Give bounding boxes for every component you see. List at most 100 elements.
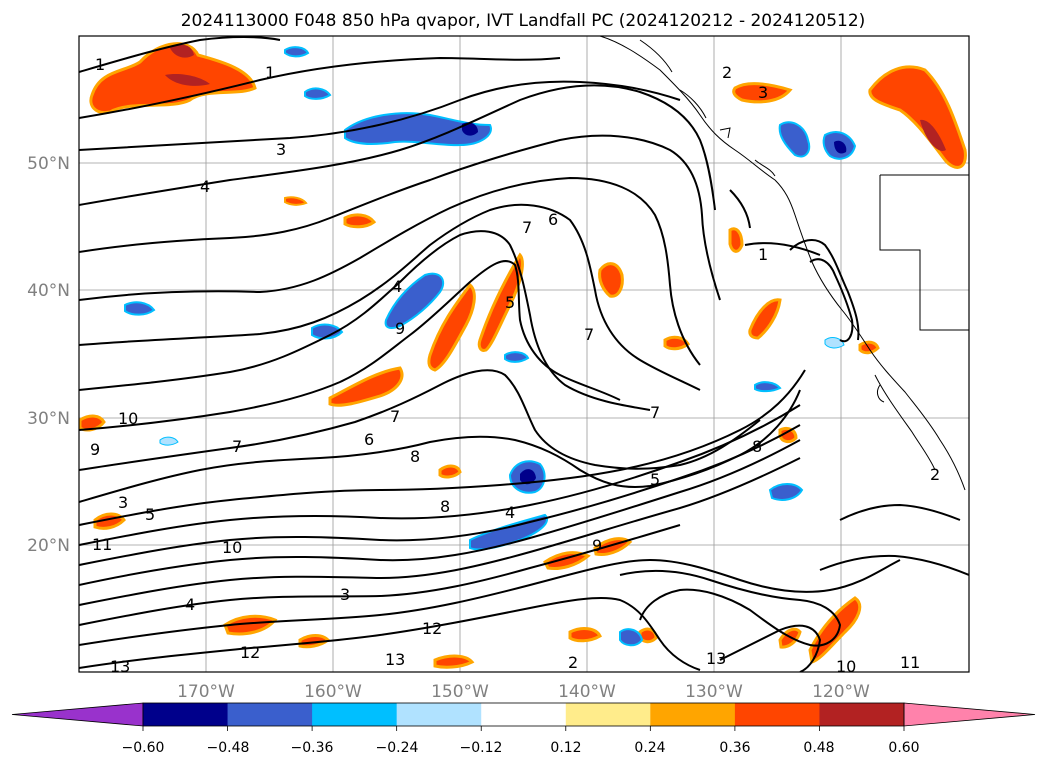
colorbar-segment	[481, 703, 567, 726]
contour-label: 8	[410, 447, 420, 466]
colorbar-label: −0.48	[207, 740, 250, 756]
lon-label: 140°W	[558, 682, 616, 702]
contour-label: 11	[92, 535, 112, 554]
contour-line	[79, 36, 281, 73]
negative-patch	[754, 381, 782, 393]
colorbar-label: 0.36	[719, 740, 750, 756]
contour-label: 7	[390, 407, 400, 426]
contour-line	[809, 258, 854, 343]
contour-line	[79, 369, 761, 471]
lon-label: 160°W	[304, 682, 362, 702]
colorbar-segment	[312, 703, 398, 726]
contour-line	[79, 260, 621, 431]
contour-label: 4	[392, 277, 402, 296]
contour-line	[79, 457, 801, 606]
colorbar-segment	[734, 703, 820, 726]
negative-patch-core	[520, 469, 536, 485]
contour-label: 6	[548, 210, 558, 229]
contour-line	[744, 242, 821, 256]
colorbar-outline	[142, 702, 905, 727]
colorbar: −0.60 −0.48 −0.36 −0.24 −0.12 0.12 0.24 …	[11, 702, 1036, 756]
qvapor-shading	[79, 42, 967, 669]
colorbar-label: −0.12	[460, 740, 503, 756]
colorbar-segment	[227, 703, 313, 726]
baja-peninsula	[874, 374, 936, 471]
colorbar-label: −0.36	[291, 740, 334, 756]
contour-label: 10	[222, 538, 242, 557]
contour-label: 3	[276, 140, 286, 159]
lon-label: 130°W	[685, 682, 743, 702]
contour-label: 4	[200, 177, 210, 196]
negative-patch	[159, 436, 179, 446]
colorbar-segment	[396, 703, 482, 726]
positive-patch	[284, 196, 308, 206]
negative-patch	[311, 323, 344, 340]
negative-patch-core	[834, 140, 847, 154]
coastline-north-america	[599, 36, 966, 491]
contour-label: 13	[706, 649, 726, 668]
negative-patch	[504, 351, 530, 363]
contour-label: 7	[584, 325, 594, 344]
contour-label: 3	[758, 83, 768, 102]
coastline-detail	[639, 39, 776, 177]
contour-label: 13	[110, 657, 130, 676]
negative-patch-core	[462, 122, 478, 136]
contour-lines	[79, 36, 969, 672]
contour-label: 11	[900, 653, 920, 672]
positive-patch-core	[165, 44, 210, 86]
lon-label: 150°W	[431, 682, 489, 702]
positive-patch	[663, 335, 690, 351]
positive-patch-core	[920, 119, 946, 151]
colorbar-labels: −0.60 −0.48 −0.36 −0.24 −0.12 0.12 0.24 …	[122, 740, 920, 756]
contour-line	[79, 558, 901, 646]
contour-label: 3	[340, 585, 350, 604]
contour-line	[79, 439, 801, 586]
contour-line	[79, 597, 701, 671]
positive-patch	[328, 366, 404, 407]
map-frame	[78, 35, 970, 673]
positive-patch	[427, 282, 476, 372]
colorbar-label: 0.24	[634, 740, 665, 756]
positive-patch	[343, 213, 377, 229]
colorbar-label: 0.48	[803, 740, 834, 756]
positive-patch	[748, 298, 782, 340]
colorbar-label: 0.60	[888, 740, 919, 756]
contour-line	[839, 503, 961, 521]
contour-line	[719, 624, 822, 672]
contour-label: 12	[240, 643, 260, 662]
colorbar-segment	[143, 703, 229, 726]
contour-labels: 1 1 3 4 2 3 1 7 6 5 7 4 9 10 9 6 7 7 8 8	[90, 55, 940, 676]
colorbar-extend-max	[903, 702, 1036, 727]
positive-patch	[732, 82, 793, 104]
positive-patch	[223, 614, 278, 636]
contour-label: 5	[505, 293, 515, 312]
colorbar-ticks	[142, 726, 905, 731]
contour-label: 7	[522, 218, 532, 237]
negative-patch	[384, 272, 445, 329]
colorbar-label: 0.12	[550, 740, 581, 756]
map-panel: 1 1 3 4 2 3 1 7 6 5 7 4 9 10 9 6 7 7 8 8	[78, 35, 970, 676]
contour-label: 1	[265, 63, 275, 82]
positive-patch	[568, 627, 602, 643]
contour-label: 8	[752, 437, 762, 456]
contour-label: 9	[395, 319, 405, 338]
contour-line	[79, 84, 716, 211]
contour-line	[79, 424, 801, 566]
contour-label: 2	[722, 63, 732, 82]
lon-label: 120°W	[812, 682, 870, 702]
latitude-labels: 50°N 40°N 30°N 20°N	[27, 154, 70, 556]
positive-patch	[728, 227, 744, 253]
contour-line	[79, 80, 681, 151]
contour-label: 5	[650, 470, 660, 489]
negative-patch	[304, 87, 332, 100]
contour-label: 7	[232, 437, 242, 456]
positive-patch	[433, 654, 475, 669]
positive-patch	[778, 426, 798, 444]
contour-label: 3	[118, 493, 128, 512]
contour-label: 6	[364, 430, 374, 449]
contour-line	[789, 238, 860, 341]
contour-label: 9	[592, 536, 602, 555]
contour-label: 8	[440, 497, 450, 516]
negative-patch	[344, 112, 492, 147]
